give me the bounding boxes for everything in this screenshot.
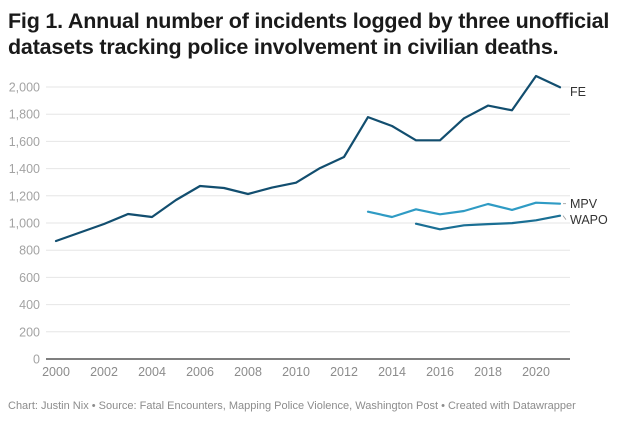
x-tick-label: 2002: [90, 365, 118, 379]
series-lines: [54, 74, 562, 243]
chart-title: Fig 1. Annual number of incidents logged…: [8, 9, 610, 59]
x-tick-label: 2014: [378, 365, 406, 379]
x-tick-label: 2016: [426, 365, 454, 379]
y-tick-label: 1,800: [9, 108, 40, 122]
y-tick-label: 400: [19, 298, 40, 312]
y-tick-label: 200: [19, 325, 40, 339]
y-tick-label: 800: [19, 244, 40, 258]
x-tick-label: 2006: [186, 365, 214, 379]
x-tick-label: 2004: [138, 365, 166, 379]
x-tick-label: 2010: [282, 365, 310, 379]
y-tick-label: 600: [19, 271, 40, 285]
series-line-fe: [54, 74, 562, 243]
gridlines: [46, 86, 570, 360]
series-label-mpv: MPV: [570, 197, 598, 211]
series-label-fe: FE: [570, 85, 586, 99]
label-connector: [562, 215, 567, 220]
y-tick-label: 1,200: [9, 189, 40, 203]
x-tick-label: 2000: [42, 365, 70, 379]
x-tick-label: 2020: [522, 365, 550, 379]
y-tick-label: 1,600: [9, 135, 40, 149]
series-labels: FE MPV WAPO: [562, 85, 608, 227]
series-label-wapo: WAPO: [570, 213, 608, 227]
x-tick-label: 2018: [474, 365, 502, 379]
y-tick-label: 1,000: [9, 217, 40, 231]
x-tick-label: 2012: [330, 365, 358, 379]
x-axis-ticks: 2000 2002 2004 2006 2008 2010 2012 2014 2016 2018…: [42, 365, 550, 379]
x-tick-label: 2008: [234, 365, 262, 379]
y-tick-label: 0: [33, 353, 40, 367]
y-axis-ticks: 0 200 400 600 800 1,000 1,200 1,400 1,600 1,800 2,…: [9, 81, 40, 367]
y-tick-label: 2,000: [9, 81, 40, 95]
series-line-wapo: [414, 214, 562, 231]
y-tick-label: 1,400: [9, 162, 40, 176]
series-line-mpv: [366, 201, 562, 219]
chart-footer: Chart: Justin Nix • Source: Fatal Encoun…: [8, 400, 576, 412]
